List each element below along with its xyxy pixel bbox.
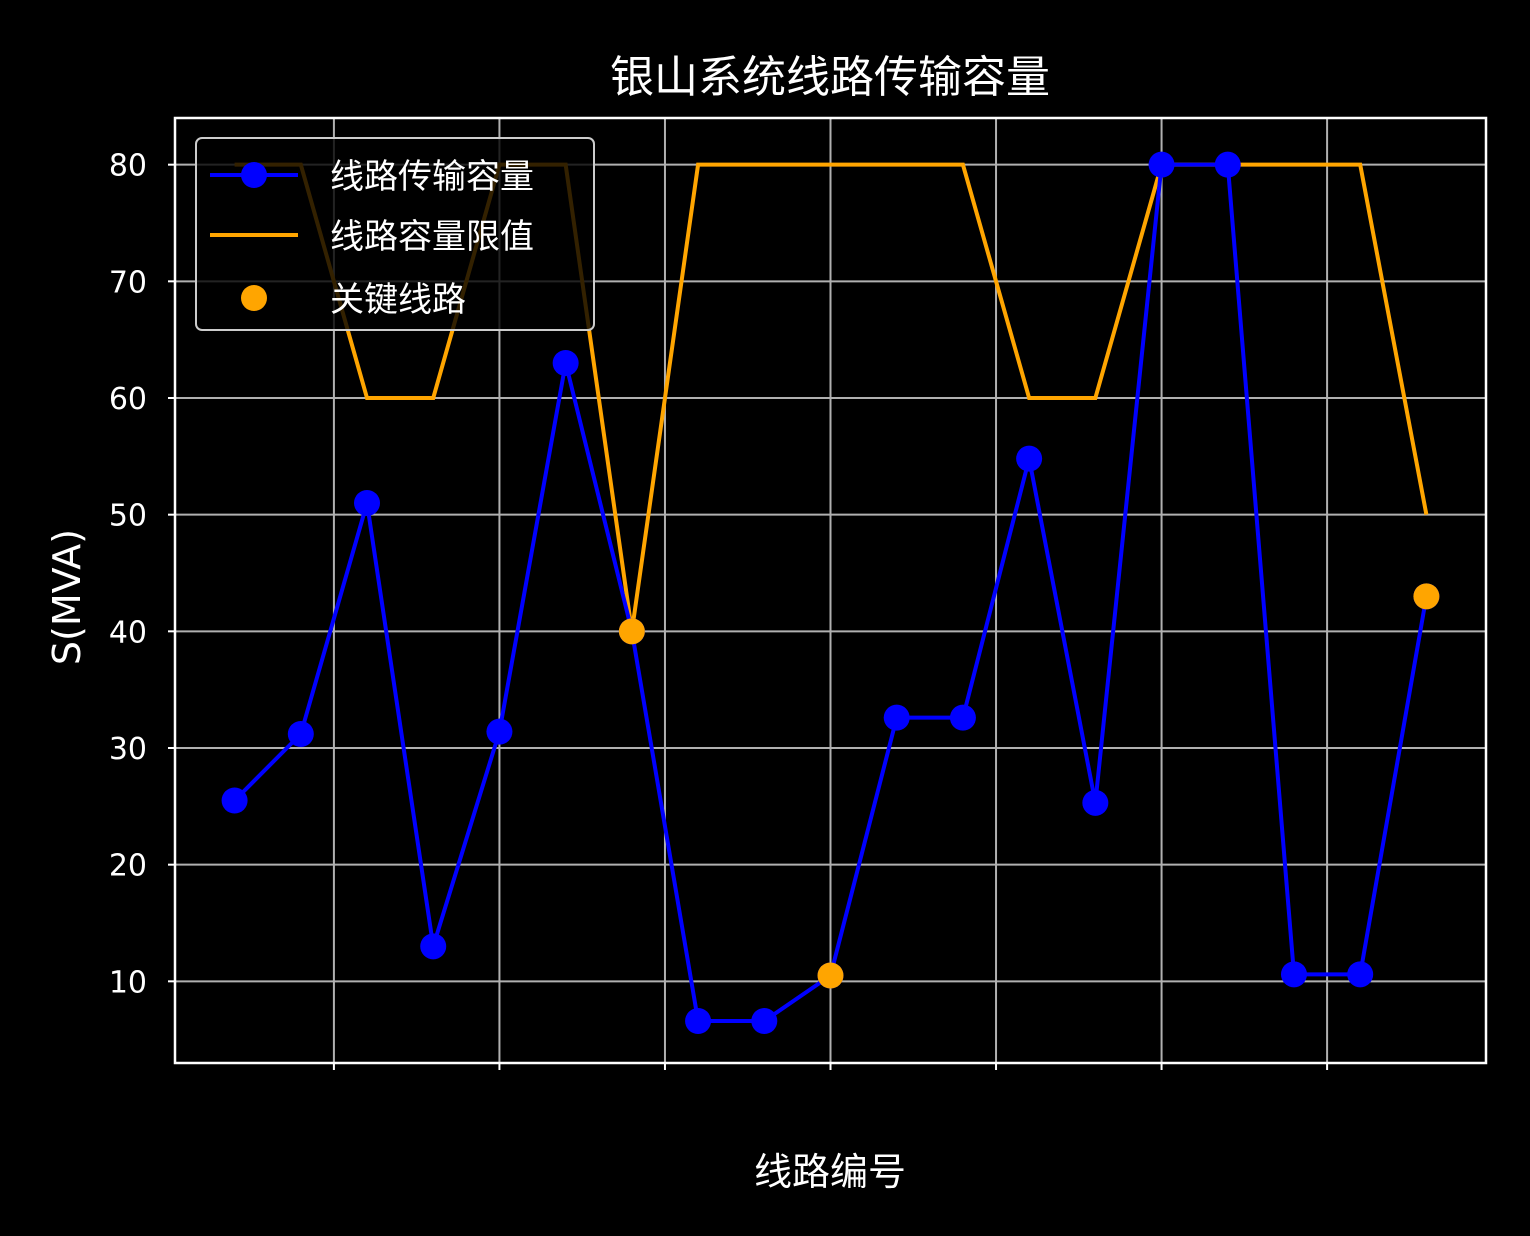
- y-tick-label-60: 60: [109, 382, 147, 417]
- capacity-point-4: [420, 933, 447, 960]
- capacity-point-3: [354, 490, 381, 516]
- chart-title: 银山系统线路传输容量: [610, 52, 1050, 103]
- legend-marker-capacity: [241, 162, 267, 188]
- y-tick-label-40: 40: [109, 615, 147, 650]
- key-line-point-7: [618, 618, 645, 645]
- legend-label-key-lines: 关键线路: [330, 280, 466, 320]
- legend-label-limit: 线路容量限值: [330, 217, 534, 257]
- y-tick-label-30: 30: [109, 732, 147, 767]
- y-tick-label-50: 50: [109, 499, 147, 534]
- legend-marker-key-lines: [241, 285, 267, 311]
- capacity-point-9: [751, 1008, 778, 1034]
- capacity-point-5: [486, 718, 513, 745]
- capacity-point-17: [1280, 961, 1307, 988]
- y-tick-label-10: 10: [109, 965, 147, 1000]
- capacity-point-18: [1347, 961, 1374, 988]
- key-line-point-10: [817, 962, 844, 989]
- plot-series: [221, 151, 1440, 1034]
- capacity-point-2: [287, 721, 314, 747]
- capacity-point-13: [1016, 445, 1043, 472]
- legend-box: [195, 137, 595, 331]
- capacity-point-16: [1214, 151, 1241, 178]
- capacity-point-11: [883, 704, 910, 731]
- y-axis-ticks: 10 20 30 40 50 60 70 80: [109, 149, 175, 1000]
- key-line-point-19: [1413, 583, 1440, 610]
- y-axis-label: S(MVA): [45, 529, 89, 665]
- capacity-point-8: [685, 1008, 712, 1034]
- capacity-point-1: [221, 787, 248, 814]
- legend-label-capacity: 线路传输容量: [330, 157, 534, 197]
- x-axis-label: 线路编号: [754, 1150, 906, 1194]
- y-tick-label-70: 70: [109, 265, 147, 300]
- y-tick-label-20: 20: [109, 849, 147, 884]
- legend: 线路传输容量 线路容量限值 关键线路: [195, 137, 595, 331]
- x-axis-ticks: [332, 1063, 1329, 1070]
- capacity-point-12: [949, 704, 976, 731]
- capacity-point-6: [552, 350, 579, 376]
- y-tick-label-80: 80: [109, 149, 147, 184]
- capacity-point-15: [1148, 151, 1175, 178]
- capacity-point-14: [1082, 789, 1109, 816]
